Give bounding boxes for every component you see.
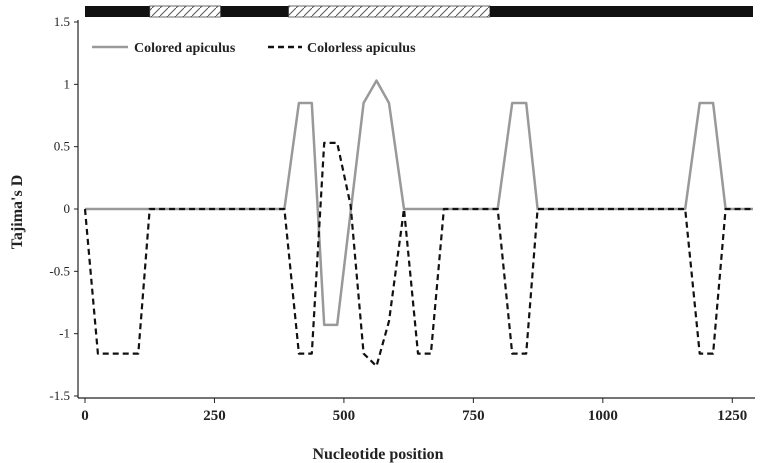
series-line-colored-apiculus — [85, 79, 753, 327]
series-layer — [83, 79, 753, 368]
top-bar-segment-solid — [85, 6, 150, 17]
x-tick-label: 250 — [203, 408, 226, 424]
y-tick-label: 0.5 — [54, 139, 70, 154]
x-tick-label: 750 — [462, 408, 485, 424]
legend-label-colored: Colored apiculus — [134, 41, 236, 56]
top-bar-segment-hatched — [149, 5, 222, 18]
y-axis-title: Tajima's D — [9, 175, 26, 250]
x-tick-label: 0 — [81, 408, 89, 424]
y-tick-label: -0.5 — [49, 263, 70, 278]
y-tick-label: 0 — [64, 201, 71, 216]
y-tick-group: -1.5 -1 -0.5 0 0.5 1 1.5 — [49, 14, 78, 403]
y-tick-label: 1.5 — [54, 14, 70, 29]
x-axis-title: Nucleotide position — [312, 446, 443, 463]
top-bar-segment-solid — [220, 6, 289, 17]
top-bar-segment-solid — [489, 6, 753, 17]
x-tick-group: 0 250 500 750 1000 1250 — [81, 398, 747, 424]
y-tick-label: 1 — [64, 76, 71, 91]
legend: Colored apiculus Colorless apiculus — [92, 41, 416, 56]
top-gene-bar — [85, 5, 753, 18]
top-bar-segment-hatched — [288, 5, 491, 18]
x-tick-label: 500 — [333, 408, 356, 424]
x-tick-label: 1000 — [588, 408, 618, 424]
x-tick-label: 1250 — [717, 408, 747, 424]
y-tick-label: -1.5 — [49, 388, 70, 403]
series-line-colorless-apiculus — [83, 141, 753, 368]
y-tick-label: -1 — [59, 326, 70, 341]
legend-label-colorless: Colorless apiculus — [307, 41, 416, 56]
